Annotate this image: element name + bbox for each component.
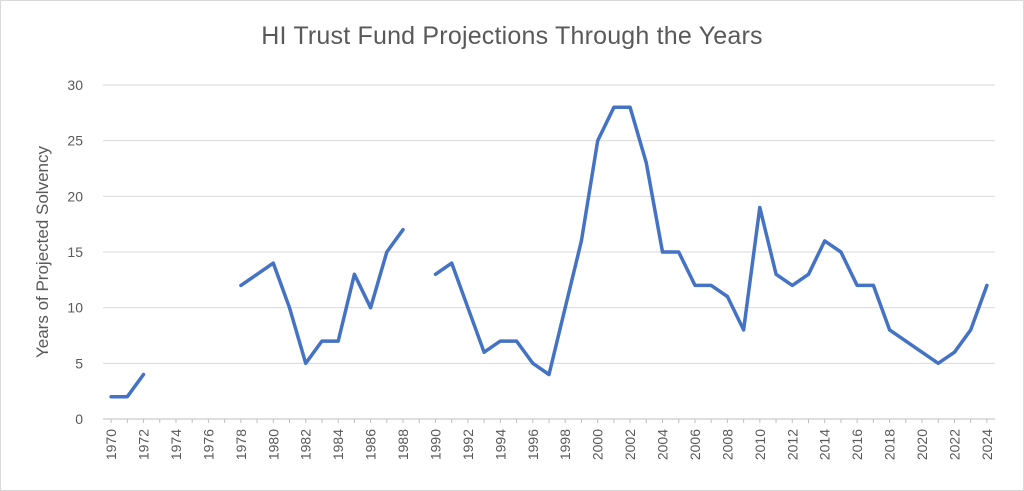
x-tick-label: 2016 [849,429,865,460]
x-tick-label: 1992 [460,429,476,460]
x-tick-label: 2008 [719,429,735,460]
data-point [450,261,454,265]
series-line-segment [109,372,146,399]
data-point [109,395,113,399]
data-point [677,250,681,254]
x-tick-label: 1972 [136,429,152,460]
data-point [661,250,664,254]
data-point [855,283,859,287]
data-point [839,250,843,254]
x-tick-label: 1998 [557,429,573,460]
data-point [823,239,827,243]
y-axis-title: Years of Projected Solvency [33,146,52,358]
data-point [142,373,145,376]
data-point [466,306,470,310]
data-point [596,139,600,143]
x-tick-label: 2006 [687,429,703,460]
data-point [612,105,616,109]
x-tick-label: 1976 [200,429,216,460]
x-tick-label: 1996 [525,429,541,460]
data-point [985,283,989,287]
x-tick-label: 2022 [946,429,962,460]
y-tick-label: 0 [75,411,83,427]
x-tick-label: 2020 [914,429,930,460]
x-tick-label: 1986 [363,429,379,460]
x-tick-label: 1980 [265,429,281,460]
data-point [320,339,324,343]
x-tick-label: 2002 [622,429,638,460]
data-point [644,161,648,165]
data-point [547,373,551,376]
data-point [709,283,713,287]
y-tick-label: 15 [67,244,83,260]
data-point [871,283,875,287]
data-point [579,239,583,243]
x-tick-label: 2004 [655,429,671,460]
x-tick-label: 1984 [330,429,346,460]
data-point [434,272,437,276]
x-tick-label: 2018 [882,429,898,460]
data-point [774,272,778,276]
data-point [271,261,275,265]
series-line-segment [433,105,989,377]
y-tick-label: 20 [67,188,83,204]
x-tick-label: 2012 [784,429,800,460]
y-tick-label: 5 [75,355,83,371]
data-point [531,361,535,365]
data-point [904,339,908,343]
x-tick-label: 2010 [752,429,768,460]
data-point [239,283,243,287]
data-point [352,272,356,276]
data-point [498,339,502,343]
data-point [304,361,308,365]
x-tick-label: 1970 [103,429,119,460]
x-tick-label: 1982 [298,429,314,460]
data-point [385,250,389,254]
data-point [953,350,956,354]
data-point [807,272,810,276]
data-point [336,339,340,343]
data-point [725,295,729,298]
data-point [758,206,762,209]
data-point [790,283,794,287]
data-point [936,361,940,365]
data-point [369,306,373,310]
series-line-segment [239,227,405,366]
data-point [969,328,973,332]
data-point [693,283,697,287]
y-tick-label: 25 [67,133,83,149]
data-point [125,395,129,399]
y-tick-label: 10 [67,300,83,316]
data-point [401,228,405,232]
data-point [628,105,632,109]
y-tick-label: 30 [67,77,83,93]
x-tick-label: 2024 [979,429,995,460]
x-tick-label: 1974 [168,429,184,460]
x-tick-label: 2000 [590,429,606,460]
data-point [255,272,259,276]
data-point [515,339,519,343]
x-tick-label: 1994 [492,429,508,460]
x-tick-label: 1990 [427,429,443,460]
x-tick-label: 1978 [233,429,249,460]
data-point [920,350,924,354]
data-point [563,306,567,310]
x-tick-label: 2014 [817,429,833,460]
data-point [288,306,291,310]
data-point [482,350,486,354]
data-point [742,328,746,332]
data-point [888,328,892,332]
chart-title: HI Trust Fund Projections Through the Ye… [261,22,763,50]
x-tick-label: 1988 [395,429,411,460]
